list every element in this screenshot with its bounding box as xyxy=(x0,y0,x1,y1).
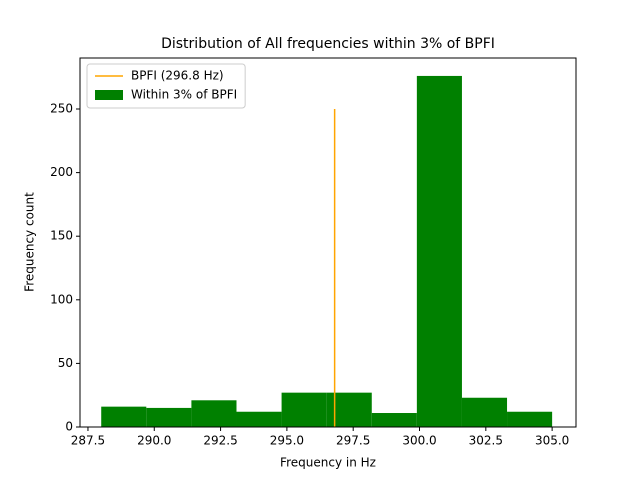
histogram-bar xyxy=(416,75,462,428)
histogram-bar xyxy=(101,406,147,427)
plot-frame xyxy=(79,57,577,428)
histogram-bar xyxy=(281,392,327,427)
x-tick-label: 305.0 xyxy=(535,434,569,448)
histogram-bar xyxy=(146,407,192,427)
x-tick-label: 302.5 xyxy=(469,434,503,448)
histogram-bar xyxy=(507,411,553,427)
x-tick-label: 300.0 xyxy=(402,434,436,448)
histogram-bar xyxy=(326,392,372,427)
histogram-bar xyxy=(371,413,417,427)
y-axis-label: Frequency count xyxy=(23,192,37,292)
histogram-bar xyxy=(461,397,508,427)
y-tick-label: 200 xyxy=(50,165,73,179)
x-tick-label: 295.0 xyxy=(270,434,304,448)
chart-title: Distribution of All frequencies within 3… xyxy=(161,36,495,52)
legend-box xyxy=(86,63,246,109)
y-tick-label: 250 xyxy=(50,102,73,116)
legend-label: Within 3% of BPFI xyxy=(131,88,237,102)
x-tick-label: 287.5 xyxy=(71,434,105,448)
y-tick-label: 50 xyxy=(58,356,73,370)
histogram-bar xyxy=(191,400,237,427)
y-tick-label: 0 xyxy=(65,420,73,434)
x-tick-label: 292.5 xyxy=(203,434,237,448)
legend-label: BPFI (296.8 Hz) xyxy=(131,69,224,83)
x-tick-label: 297.5 xyxy=(336,434,370,448)
y-tick-label: 100 xyxy=(50,292,73,306)
histogram-bar xyxy=(236,411,282,427)
legend-swatch xyxy=(95,90,123,100)
y-tick-label: 150 xyxy=(50,229,73,243)
x-axis-label: Frequency in Hz xyxy=(280,456,376,470)
x-tick-label: 290.0 xyxy=(137,434,171,448)
